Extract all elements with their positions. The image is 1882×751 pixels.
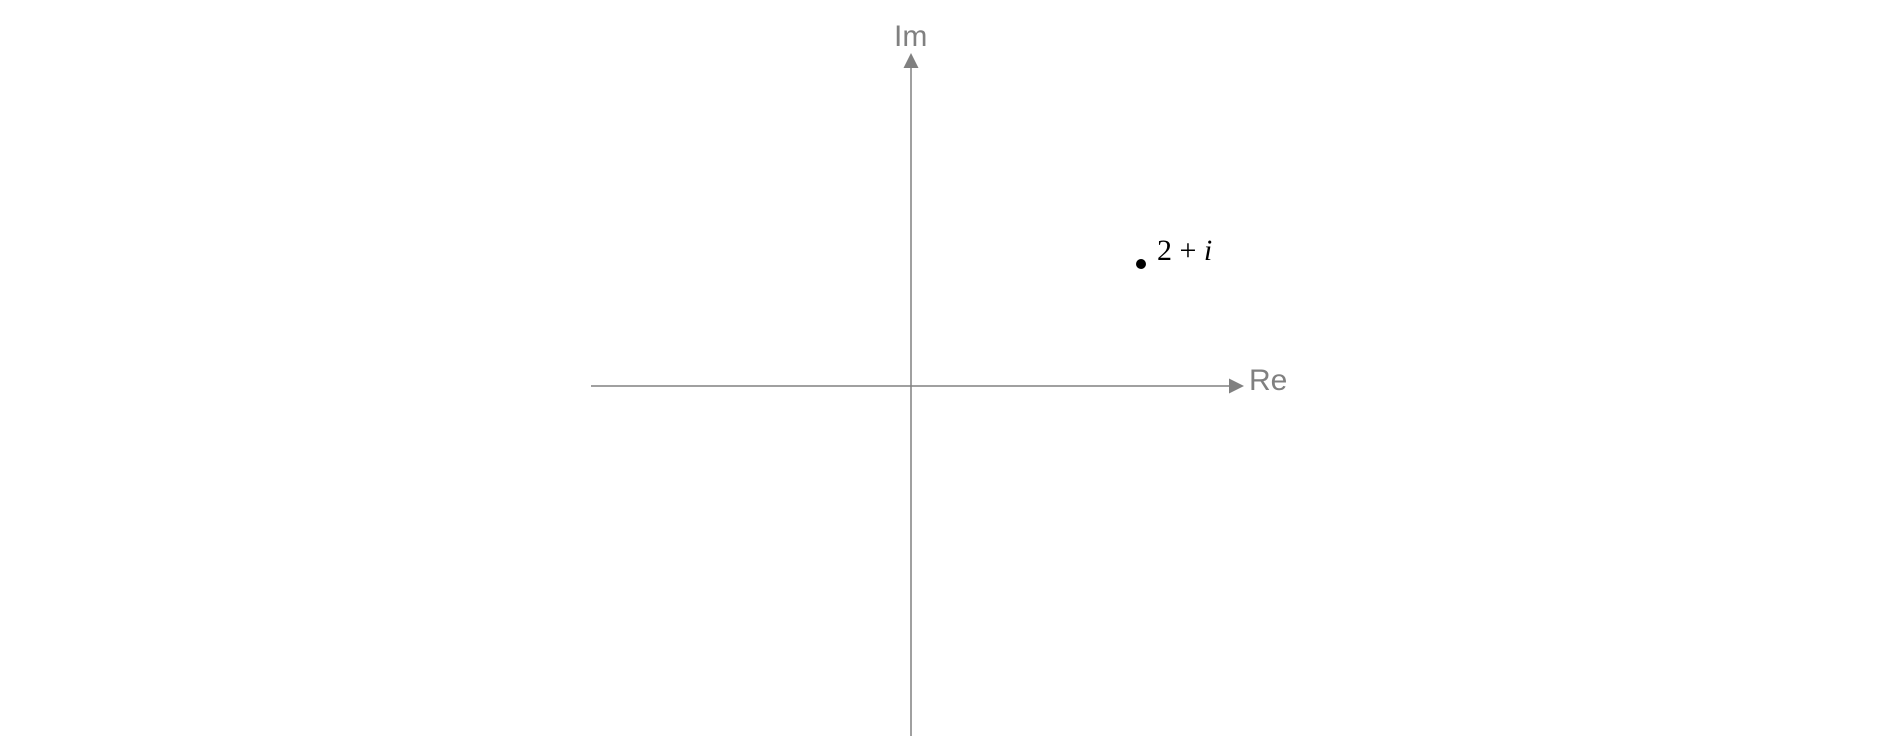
point-label: 2 + i: [1157, 234, 1212, 268]
complex-plane: Re Im 2 + i: [581, 16, 1301, 736]
real-axis-label: Re: [1249, 364, 1287, 398]
axes-svg: [581, 16, 1301, 736]
point-marker: [1136, 259, 1146, 269]
point-label-plus: +: [1172, 234, 1204, 267]
point-label-real-part: 2: [1157, 234, 1172, 267]
point-label-imag-part: i: [1204, 234, 1212, 267]
imaginary-axis-label: Im: [894, 20, 927, 54]
